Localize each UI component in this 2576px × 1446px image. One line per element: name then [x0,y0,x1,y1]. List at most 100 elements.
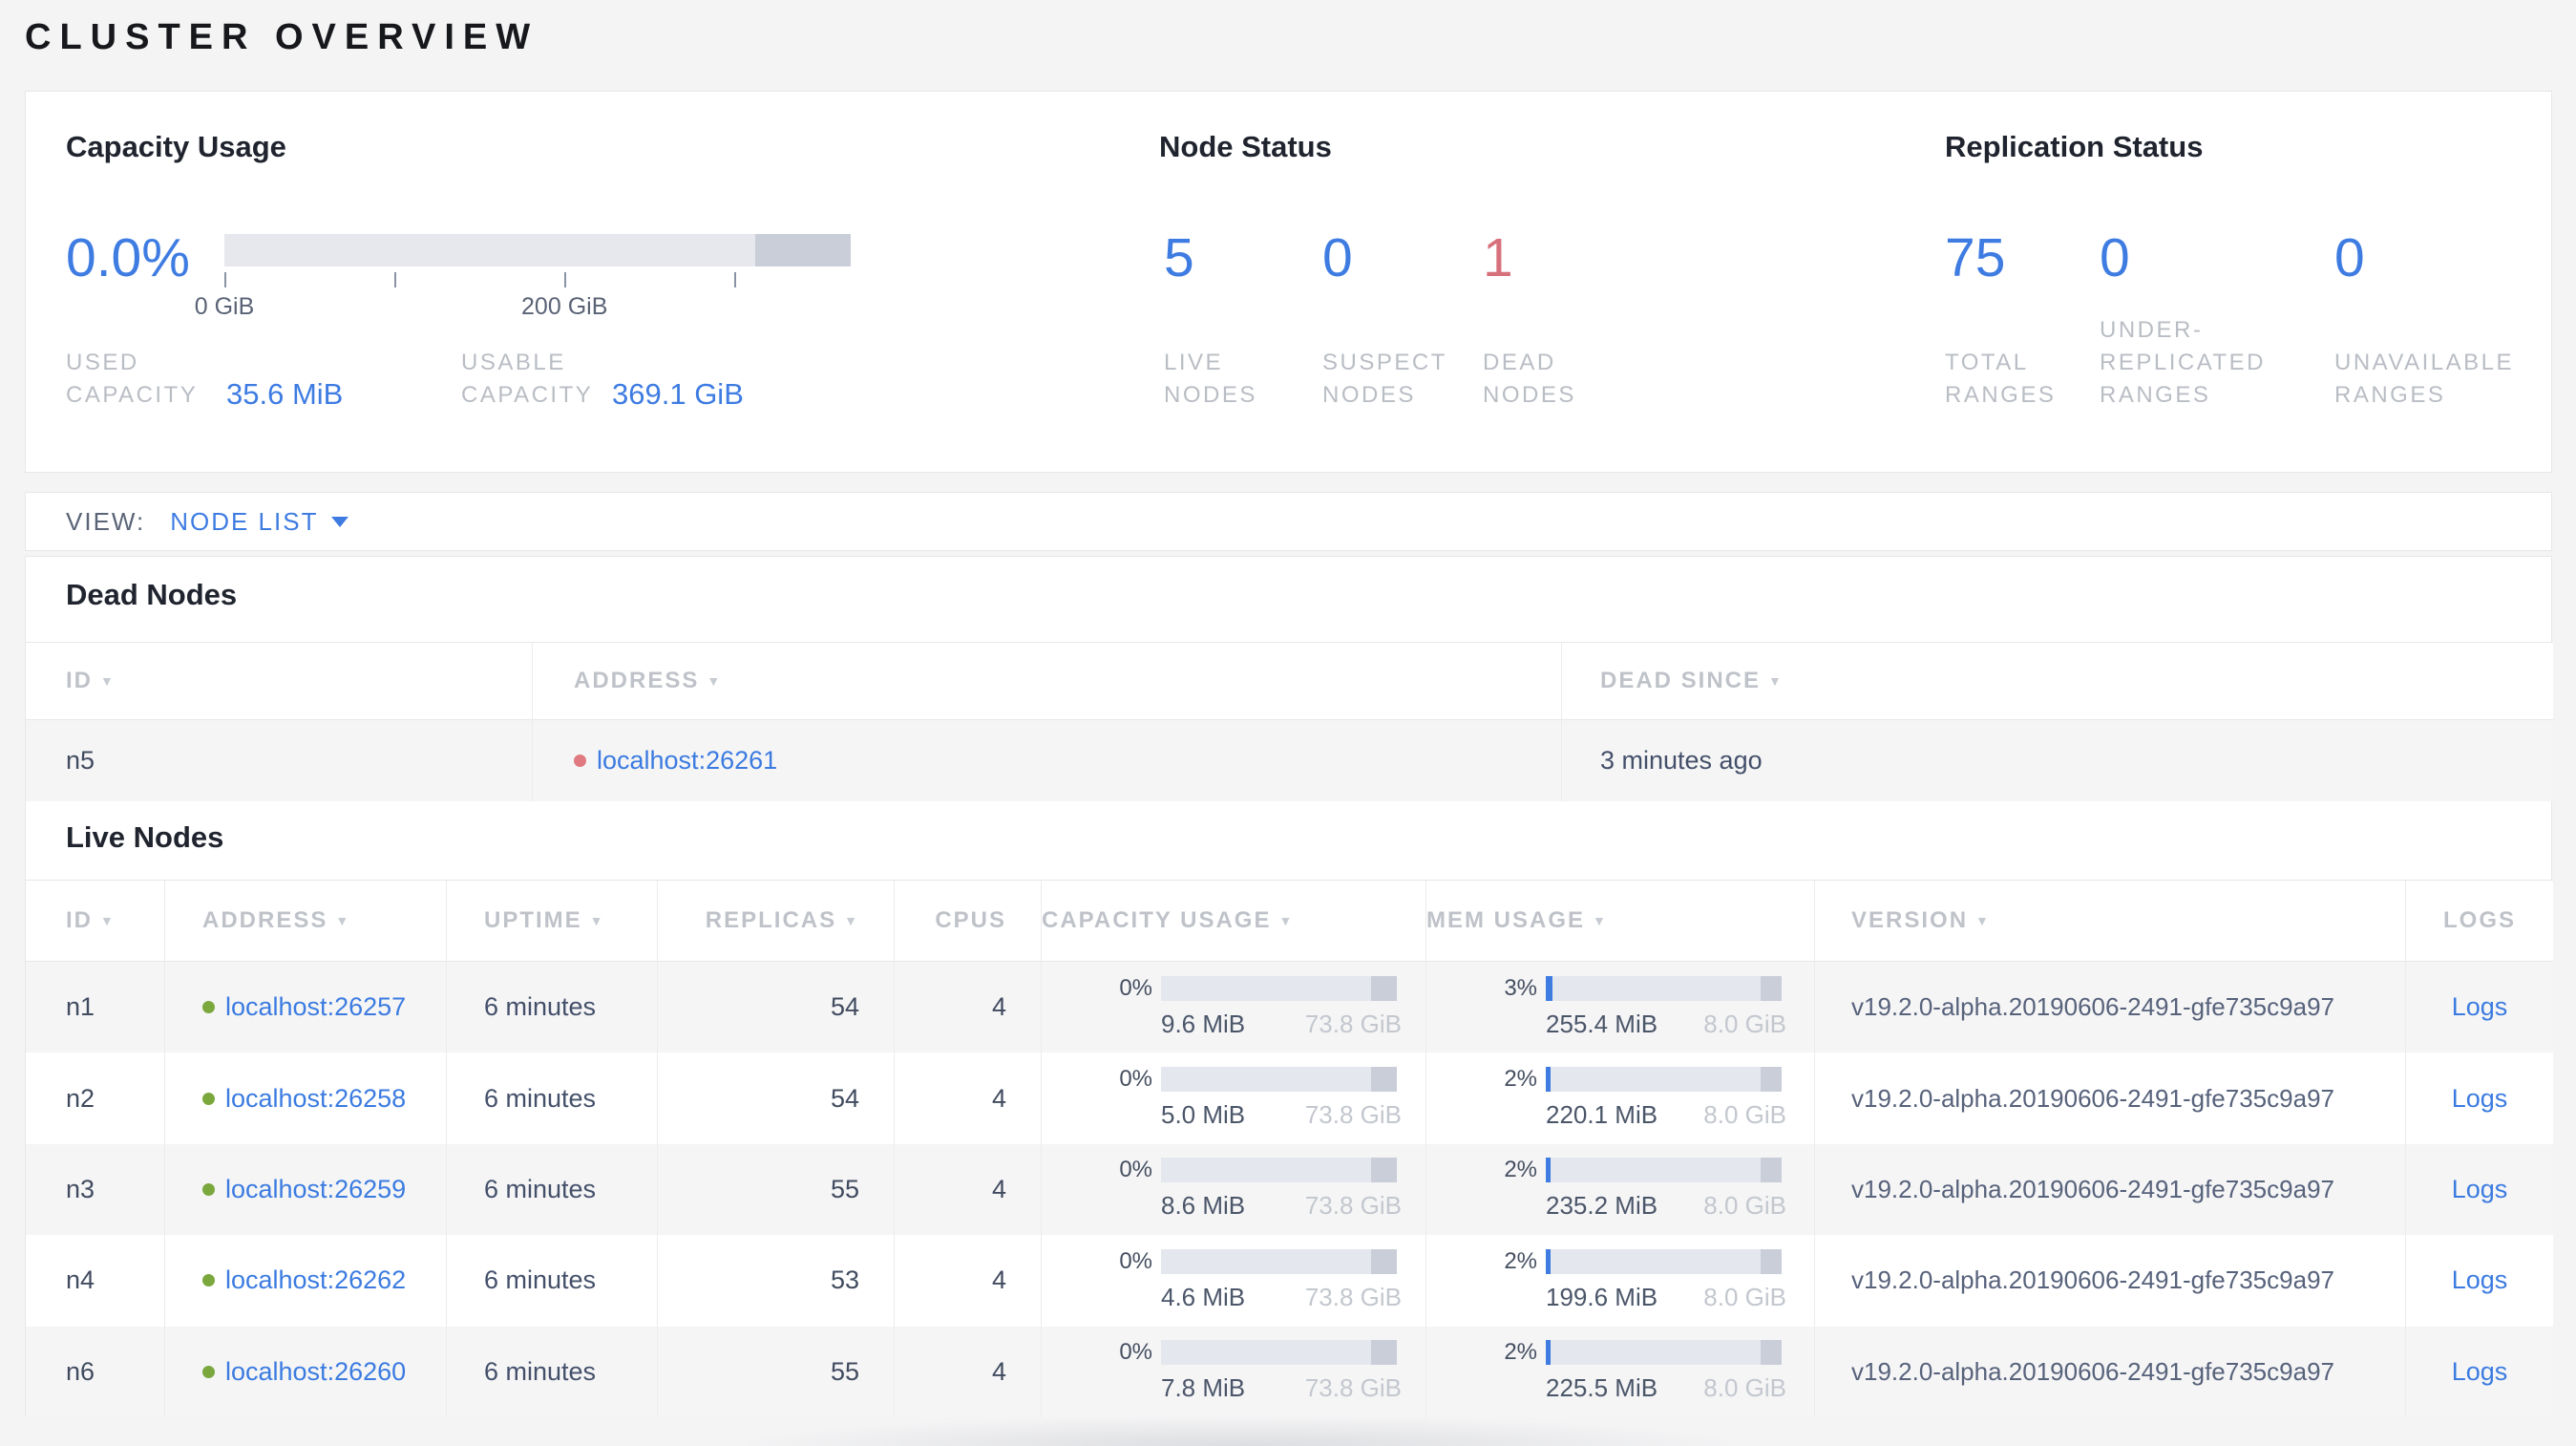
mem-used-value: 255.4 MiB [1546,1009,1658,1038]
mem-bar-fill [1546,1340,1551,1366]
mem-usage-bar [1546,1248,1782,1274]
capacity-percent-label: 0% [1119,1157,1152,1183]
node-address-cell: localhost:26259 [165,1143,447,1236]
capacity-usage-bar [1161,1248,1397,1274]
column-header-version[interactable]: VERSION ▼ [1815,881,2406,961]
mem-bar-fill [1546,1067,1551,1093]
column-header-label: DEAD SINCE [1600,668,1762,693]
logs-link[interactable]: Logs [2451,1356,2508,1386]
node-id-cell: n1 [26,962,165,1053]
under-replicated-count: 0 [2100,227,2130,288]
sort-arrow-icon: ▼ [589,913,605,928]
column-header-label: ADDRESS [574,668,700,693]
dead-nodes-count: 1 [1483,227,1513,288]
capacity-bar-reserved-segment [1370,975,1397,1001]
unavailable-count: 0 [2334,227,2365,288]
mem-percent-label: 2% [1504,1157,1537,1183]
mem-used-value: 235.2 MiB [1546,1191,1658,1221]
usable-capacity-label: USABLE CAPACITY [461,349,594,408]
sort-arrow-icon: ▼ [335,913,351,928]
column-header-label: ADDRESS [202,907,328,933]
node-address-link[interactable]: localhost:26260 [225,1356,407,1386]
mem-bar-fill [1546,1248,1551,1274]
view-selected-value: NODE LIST [170,506,319,536]
table-row: n3 localhost:26259 6 minutes 55 4 0% 8.6… [26,1143,2553,1236]
under-replicated-label: UNDER-REPLICATED RANGES [2100,316,2266,408]
used-capacity-value: 35.6 MiB [226,377,344,411]
total-ranges-label: TOTAL RANGES [1945,349,2057,408]
capacity-usage-heading: Capacity Usage [66,130,286,163]
capacity-usage-bar [1161,1340,1397,1366]
capacity-gauge-reserved-segment [755,234,851,266]
node-address-link[interactable]: localhost:26257 [225,992,407,1022]
column-header-address[interactable]: ADDRESS ▼ [533,643,1562,719]
axis-tick-label: 0 GiB [194,293,255,320]
column-header-uptime[interactable]: UPTIME ▼ [447,881,658,961]
capacity-usage-cell: 0% 7.8 MiB 73.8 GiB [1042,1326,1426,1417]
capacity-used-value: 5.0 MiB [1161,1100,1246,1130]
uptime-cell: 6 minutes [447,1143,658,1236]
live-status-dot-icon [202,1274,215,1287]
node-address-link[interactable]: localhost:26261 [597,746,778,775]
cpus-cell: 4 [895,1143,1042,1236]
mem-usage-cell: 2% 220.1 MiB 8.0 GiB [1426,1053,1815,1144]
mem-total-value: 8.0 GiB [1703,1009,1786,1038]
mem-used-value: 220.1 MiB [1546,1100,1658,1130]
live-status-dot-icon [202,1365,215,1378]
column-header-capacity-usage[interactable]: CAPACITY USAGE ▼ [1042,881,1426,961]
sort-arrow-icon: ▼ [100,913,116,928]
capacity-bar-reserved-segment [1370,1158,1397,1183]
column-header-address[interactable]: ADDRESS ▼ [165,881,447,961]
uptime-cell: 6 minutes [447,962,658,1053]
column-header-dead-since[interactable]: DEAD SINCE ▼ [1562,643,2553,719]
column-header-label: MEM USAGE [1426,907,1586,933]
summary-card: Capacity Usage 0.0% 0 GiB 200 GiB USED C… [25,91,2552,473]
logs-link[interactable]: Logs [2451,992,2508,1022]
node-address-link[interactable]: localhost:26259 [225,1174,407,1203]
column-header-id[interactable]: ID ▼ [26,881,165,961]
cpus-cell: 4 [895,1053,1042,1144]
capacity-bar-reserved-segment [1370,1340,1397,1366]
view-label: VIEW: [66,506,146,536]
view-selector-dropdown[interactable]: NODE LIST [170,506,349,537]
table-row: n2 localhost:26258 6 minutes 54 4 0% 5.0… [26,1053,2553,1144]
sort-arrow-icon: ▼ [1593,913,1608,928]
mem-total-value: 8.0 GiB [1703,1191,1786,1221]
sort-arrow-icon: ▼ [1278,913,1295,928]
node-id-cell: n2 [26,1053,165,1144]
capacity-total-value: 73.8 GiB [1304,1009,1402,1038]
table-row: n5 localhost:26261 3 minutes ago [26,720,2553,801]
axis-tick [224,272,226,287]
dead-nodes-table: ID ▼ ADDRESS ▼ DEAD SINCE ▼ n5 localhost:2626… [26,642,2553,801]
logs-link[interactable]: Logs [2451,1083,2508,1113]
column-header-label: ID [66,907,93,933]
mem-bar-reserved-segment [1760,1067,1782,1093]
column-header-label: UPTIME [484,907,582,933]
total-ranges-count: 75 [1945,227,2006,288]
node-address-cell: localhost:26258 [165,1053,447,1144]
used-capacity-label: USED CAPACITY [66,349,199,408]
logs-link[interactable]: Logs [2451,1265,2508,1295]
capacity-total-value: 73.8 GiB [1304,1373,1402,1403]
logs-cell: Logs [2406,962,2553,1053]
node-address-link[interactable]: localhost:26262 [225,1265,407,1295]
replicas-cell: 55 [658,1143,895,1236]
version-cell: v19.2.0-alpha.20190606-2491-gfe735c9a97 [1815,1235,2406,1327]
node-address-link[interactable]: localhost:26258 [225,1083,407,1113]
replicas-cell: 55 [658,1326,895,1417]
column-header-label: CAPACITY USAGE [1042,907,1272,933]
node-id-cell: n6 [26,1326,165,1417]
column-header-replicas[interactable]: REPLICAS ▼ [658,881,895,961]
node-id-cell: n5 [26,720,533,801]
logs-link[interactable]: Logs [2451,1174,2508,1203]
live-status-dot-icon [202,1001,215,1014]
uptime-cell: 6 minutes [447,1235,658,1327]
axis-tick [564,272,567,287]
live-status-dot-icon [202,1182,215,1196]
column-header-logs: LOGS [2406,881,2553,961]
column-header-mem-usage[interactable]: MEM USAGE ▼ [1426,881,1815,961]
column-header-id[interactable]: ID ▼ [26,643,533,719]
replicas-cell: 53 [658,1235,895,1327]
unavailable-label: UNAVAILABLE RANGES [2334,349,2515,408]
uptime-cell: 6 minutes [447,1053,658,1144]
